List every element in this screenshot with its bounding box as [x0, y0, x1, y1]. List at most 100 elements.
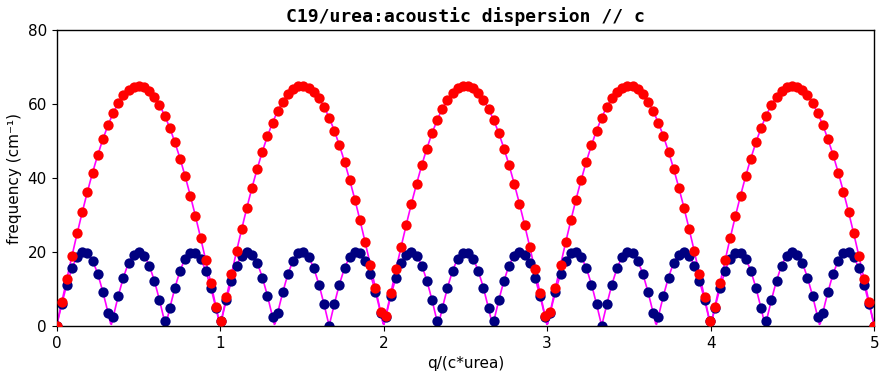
- Point: [774, 263, 789, 269]
- Point: [703, 318, 717, 324]
- Point: [754, 125, 768, 131]
- Point: [281, 91, 295, 97]
- Point: [862, 299, 876, 305]
- Point: [816, 310, 830, 316]
- Point: [842, 209, 856, 215]
- Point: [338, 265, 352, 271]
- Point: [137, 84, 152, 90]
- Point: [548, 285, 563, 291]
- Point: [301, 254, 315, 260]
- Point: [497, 278, 511, 284]
- Point: [270, 108, 284, 114]
- Point: [142, 263, 156, 269]
- Point: [224, 271, 238, 277]
- Point: [409, 253, 424, 259]
- Point: [255, 274, 269, 280]
- Point: [152, 102, 167, 108]
- Point: [734, 250, 748, 256]
- Point: [235, 226, 249, 232]
- Point: [769, 94, 783, 100]
- Point: [677, 205, 691, 211]
- Point: [842, 249, 856, 255]
- Point: [440, 97, 455, 103]
- Point: [455, 83, 470, 89]
- Point: [497, 146, 511, 152]
- Point: [394, 243, 408, 249]
- Point: [662, 274, 676, 280]
- Point: [189, 213, 203, 219]
- Point: [378, 313, 392, 319]
- Point: [152, 297, 167, 303]
- Point: [296, 83, 310, 89]
- Point: [857, 276, 871, 282]
- Point: [820, 136, 835, 143]
- Point: [189, 250, 203, 256]
- Point: [142, 88, 156, 94]
- Point: [245, 185, 259, 191]
- Point: [369, 289, 383, 295]
- Point: [708, 305, 722, 311]
- Point: [286, 86, 300, 92]
- Point: [50, 323, 64, 329]
- Point: [446, 268, 460, 274]
- Point: [446, 90, 460, 96]
- Point: [657, 293, 671, 299]
- Point: [59, 276, 74, 282]
- Point: [369, 285, 383, 291]
- Point: [688, 248, 702, 254]
- Point: [697, 297, 711, 303]
- Point: [641, 289, 655, 295]
- Point: [728, 250, 742, 256]
- Point: [291, 83, 306, 89]
- Point: [363, 262, 377, 268]
- Point: [286, 258, 300, 264]
- Point: [167, 285, 182, 291]
- Point: [276, 289, 290, 295]
- Point: [55, 301, 69, 307]
- Point: [605, 95, 619, 101]
- Point: [137, 253, 152, 259]
- Point: [435, 106, 449, 112]
- Point: [198, 257, 213, 263]
- Point: [589, 128, 603, 134]
- Point: [589, 301, 603, 307]
- Point: [492, 130, 506, 136]
- Point: [600, 301, 614, 307]
- Point: [836, 251, 851, 257]
- Point: [121, 260, 136, 266]
- Point: [481, 305, 495, 311]
- Point: [389, 274, 403, 280]
- Point: [158, 113, 172, 119]
- Point: [692, 278, 706, 284]
- Point: [688, 263, 702, 269]
- Point: [121, 87, 136, 93]
- Point: [826, 152, 840, 158]
- Point: [409, 181, 424, 187]
- Point: [106, 314, 120, 320]
- Point: [502, 163, 517, 169]
- Point: [338, 159, 352, 165]
- Point: [502, 263, 517, 269]
- Point: [543, 310, 557, 316]
- Point: [610, 265, 625, 271]
- Point: [749, 139, 763, 146]
- Point: [682, 226, 696, 232]
- Point: [743, 268, 758, 274]
- Point: [532, 290, 547, 296]
- Point: [471, 268, 486, 274]
- Point: [471, 90, 486, 96]
- Point: [486, 318, 501, 324]
- Point: [307, 265, 321, 271]
- Point: [574, 254, 588, 260]
- Point: [713, 285, 727, 291]
- Point: [734, 192, 748, 198]
- Point: [322, 323, 336, 329]
- Point: [425, 130, 439, 136]
- Point: [811, 314, 825, 320]
- Point: [214, 318, 229, 324]
- Point: [394, 260, 408, 266]
- Point: [312, 95, 326, 101]
- Point: [204, 280, 218, 286]
- Point: [266, 120, 280, 126]
- Point: [193, 235, 207, 241]
